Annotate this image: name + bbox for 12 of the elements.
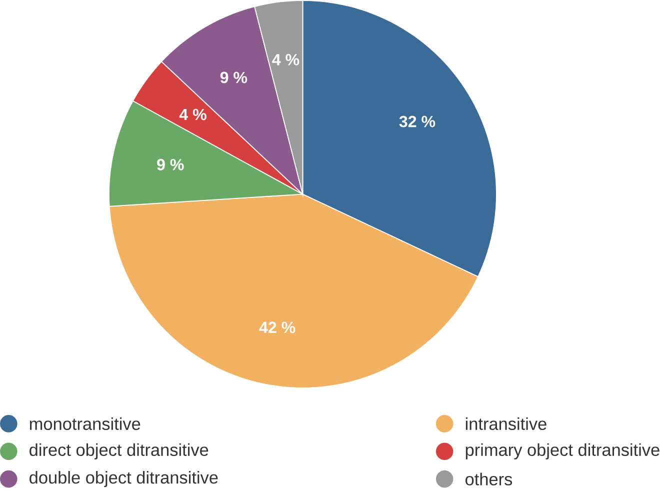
- data-label: 42 %: [259, 322, 296, 334]
- data-label: 4 %: [179, 108, 206, 120]
- data-label: 32 %: [399, 116, 436, 128]
- legend-label: monotransitive: [30, 417, 140, 430]
- data-label: 4 %: [272, 54, 300, 66]
- legend-label: others: [466, 472, 512, 486]
- data-label: 9 %: [220, 72, 248, 84]
- legend-label: double object ditransitive: [30, 471, 218, 488]
- legend-label: intransitive: [466, 417, 546, 430]
- legend-label: direct object ditransitive: [30, 443, 208, 460]
- legend-label: primary object ditransitive: [466, 443, 660, 460]
- data-label: 9 %: [157, 158, 184, 170]
